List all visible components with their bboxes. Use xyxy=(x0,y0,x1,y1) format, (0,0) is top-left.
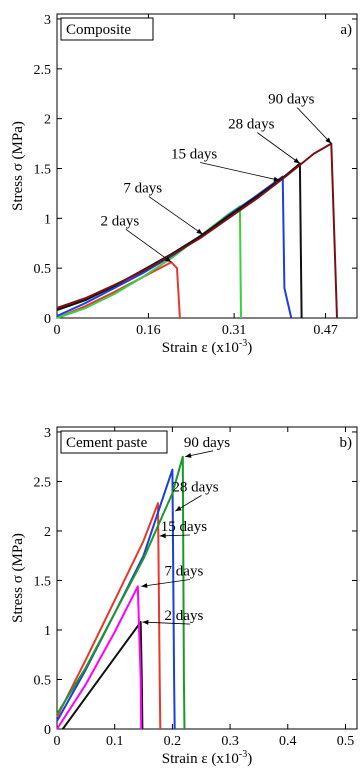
annotation-arrowhead xyxy=(159,533,166,539)
title-box xyxy=(60,17,154,41)
series-line-90-days xyxy=(56,142,338,319)
x-tick-label: 0.47 xyxy=(313,323,338,338)
annotation-arrowhead xyxy=(273,176,280,182)
x-tick-label: 0.31 xyxy=(222,323,247,338)
series-line-28-days xyxy=(56,468,176,730)
y-tick-label: 2.5 xyxy=(34,63,52,78)
annotation-label: 7 days xyxy=(123,180,162,196)
annotation-label: 15 days xyxy=(171,147,217,163)
y-tick-label: 3 xyxy=(44,426,51,441)
x-tick-label: 0.5 xyxy=(337,734,355,749)
series-line-15-days xyxy=(56,502,162,730)
annotation-arrow xyxy=(125,228,172,263)
title-box xyxy=(60,430,168,454)
annotation-label: 2 days xyxy=(165,608,204,624)
x-tick-label: 0.16 xyxy=(136,323,161,338)
chart-title: Composite xyxy=(66,22,131,38)
y-tick-label: 2 xyxy=(44,525,51,540)
series-line-2-days xyxy=(61,621,144,730)
annotation-arrowhead xyxy=(164,256,172,263)
plot-frame xyxy=(56,13,358,319)
x-tick-label: 0.2 xyxy=(164,734,182,749)
y-tick-label: 0 xyxy=(44,312,51,327)
y-tick-label: 0 xyxy=(44,723,51,738)
y-axis-label: Stress σ (MPa) xyxy=(10,533,26,623)
x-tick-label: 0 xyxy=(54,323,61,338)
annotation-arrow xyxy=(257,132,301,164)
y-tick-label: 1.5 xyxy=(34,574,52,589)
annotation-label: 2 days xyxy=(100,213,139,229)
x-axis-label: Strain ε (x10-3) xyxy=(162,338,252,356)
annotation-label: 7 days xyxy=(165,564,204,580)
annotation-arrow xyxy=(141,579,190,587)
y-tick-label: 2 xyxy=(44,113,51,128)
annotation-arrowhead xyxy=(185,453,192,458)
series-line-90-days xyxy=(56,455,186,730)
plot-frame xyxy=(56,426,358,730)
annotation-label: 90 days xyxy=(184,435,230,451)
x-axis-label: Strain ε (x10-3) xyxy=(162,749,252,767)
annotation-label: 90 days xyxy=(268,92,314,108)
y-tick-label: 0.5 xyxy=(34,673,52,688)
annotation-label: 15 days xyxy=(161,519,207,535)
x-tick-label: 0.1 xyxy=(106,734,124,749)
y-tick-label: 0.5 xyxy=(34,262,52,277)
annotation-arrowhead xyxy=(141,583,148,589)
annotation-arrowhead xyxy=(142,619,149,625)
annotation-label: 28 days xyxy=(228,117,274,133)
chart-title: Cement paste xyxy=(66,435,148,451)
series-line-2-days xyxy=(56,261,181,319)
y-tick-label: 3 xyxy=(44,13,51,28)
series-line-7-days xyxy=(56,585,143,730)
annotation-arrowhead xyxy=(196,228,203,235)
y-tick-label: 1 xyxy=(44,212,51,227)
annotation-arrowhead xyxy=(175,505,182,512)
annotation-arrowhead xyxy=(325,137,332,144)
y-tick-label: 1.5 xyxy=(34,162,52,177)
annotation-arrow xyxy=(296,107,332,144)
annotation-arrow xyxy=(200,162,280,181)
chart-panel-a: 0 0.16 0.31 0.47 0 0.5 1 1.5 2 2.5 3 Strain ε (x10-… xyxy=(10,13,358,356)
x-tick-label: 0.3 xyxy=(221,734,239,749)
annotation-arrowhead xyxy=(293,157,300,164)
chart-panel-b: 0 0.1 0.2 0.3 0.4 0.5 0 0.5 1 1.5 2 2.5 3 Strain ε (x… xyxy=(10,426,358,767)
annotation-label: 28 days xyxy=(172,479,218,495)
panel-label: a) xyxy=(340,22,352,38)
annotation-arrow xyxy=(148,196,203,235)
y-axis-label: Stress σ (MPa) xyxy=(10,121,26,211)
x-tick-label: 0 xyxy=(54,734,61,749)
y-tick-label: 2.5 xyxy=(34,475,52,490)
annotation-arrow xyxy=(142,621,190,625)
panel-label: b) xyxy=(340,435,353,451)
x-tick-label: 0.4 xyxy=(279,734,297,749)
y-tick-label: 1 xyxy=(44,624,51,639)
